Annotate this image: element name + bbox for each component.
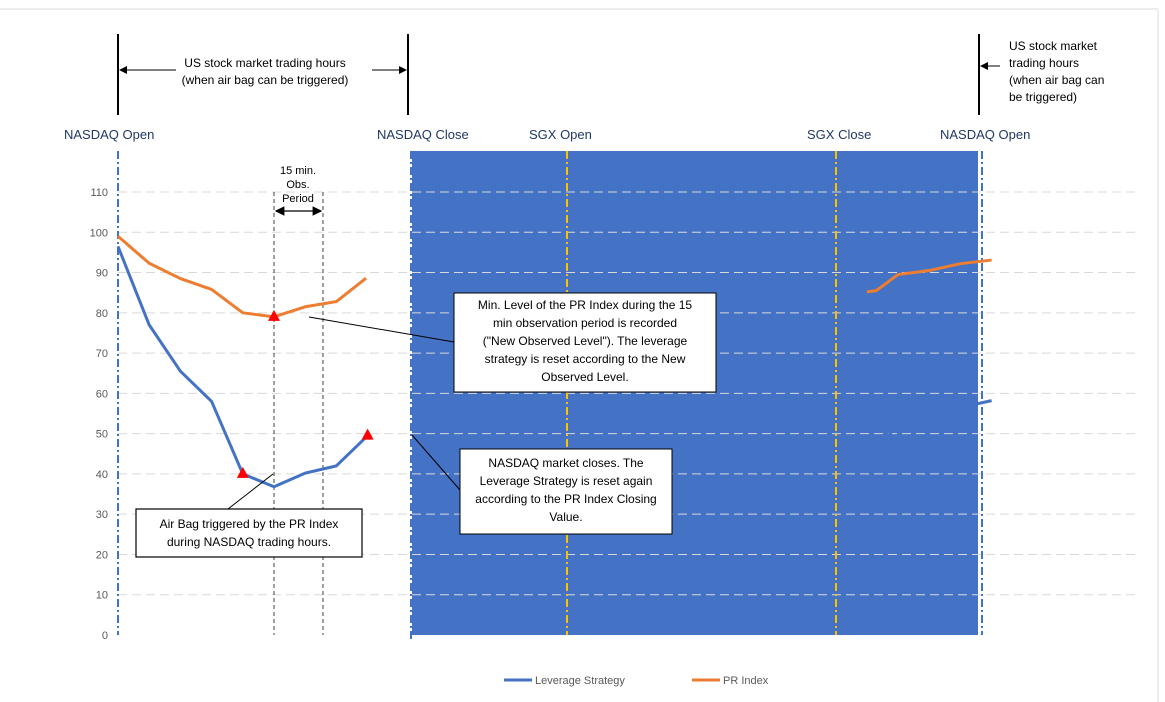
series-line-pr-index-0 [117,235,367,319]
callout-market-close-line-1: NASDAQ market closes. The [488,456,643,470]
series-line-leverage-strategy-0 [116,245,369,489]
callout-market-close: NASDAQ market closes. The Leverage Strat… [459,448,673,535]
y-tick-label: 20 [96,549,108,561]
nasdaq-close-label: NASDAQ Close [377,127,469,142]
y-tick-label: 40 [96,469,108,481]
y-tick-label: 100 [90,227,108,239]
callout-min-level-line-2: min observation period is recorded [493,316,677,330]
y-tick-label: 0 [102,630,108,642]
event-marker-triangle [361,428,374,440]
callout-air-bag-line-1: Air Bag triggered by the PR Index [160,517,339,531]
trading-hours-right-line-4: be triggered) [1009,90,1077,104]
y-tick-label: 90 [96,268,108,280]
callout-air-bag: Air Bag triggered by the PR Index during… [135,508,363,558]
callout-leader-min-level [308,316,455,343]
callout-leader-air-bag [227,473,274,510]
series-line-pr-index-1 [866,258,992,294]
trading-hours-right-line-3: (when air bag can [1009,73,1104,87]
trading-hours-left-line-2: (when air bag can be triggered) [182,73,349,87]
callout-min-level-line-1: Min. Level of the PR Index during the 15 [478,298,692,312]
callout-min-level-line-3: ("New Observed Level"). The leverage [483,334,688,348]
y-tick-label: 30 [96,509,108,521]
y-tick-label: 70 [96,348,108,360]
legend: Leverage Strategy PR Index [504,675,769,687]
y-tick-label: 110 [90,187,108,199]
nasdaq-open-label-2: NASDAQ Open [940,127,1030,142]
y-tick-label: 80 [96,308,108,320]
callout-min-level-line-4: strategy is reset according to the New [485,352,686,366]
trading-hours-right-line-1: US stock market [1009,39,1098,53]
y-axis: 0 10 20 30 40 50 60 70 80 90 100 110 [90,187,108,642]
y-tick-label: 60 [96,388,108,400]
series-line-leverage-strategy-1 [866,399,992,455]
obs-period-label-2: Obs. [286,179,309,191]
sgx-close-label: SGX Close [807,127,871,142]
nasdaq-open-label-1: NASDAQ Open [64,127,154,142]
callout-market-close-line-3: according to the PR Index Closing [475,492,656,506]
event-marker-triangle [236,466,249,478]
y-tick-label: 50 [96,429,108,441]
trading-hours-left-line-1: US stock market trading hours [184,56,345,70]
callout-air-bag-line-2: during NASDAQ trading hours. [167,535,331,549]
event-marker-triangle [268,309,280,321]
trading-hours-right-line-2: trading hours [1009,56,1079,70]
callout-leader-market-close [411,434,461,491]
legend-label-pr-index: PR Index [723,675,769,687]
sgx-open-label: SGX Open [529,127,592,142]
callout-min-level: Min. Level of the PR Index during the 15… [453,292,717,393]
obs-period-label-3: Period [282,193,314,205]
callout-min-level-line-5: Observed Level. [541,370,628,384]
legend-label-leverage: Leverage Strategy [535,675,625,687]
obs-period-label-1: 15 min. [280,165,316,177]
callout-market-close-line-4: Value. [549,510,582,524]
y-tick-label: 10 [96,590,108,602]
callout-market-close-line-2: Leverage Strategy is reset again [480,474,653,488]
event-markers [236,309,374,478]
